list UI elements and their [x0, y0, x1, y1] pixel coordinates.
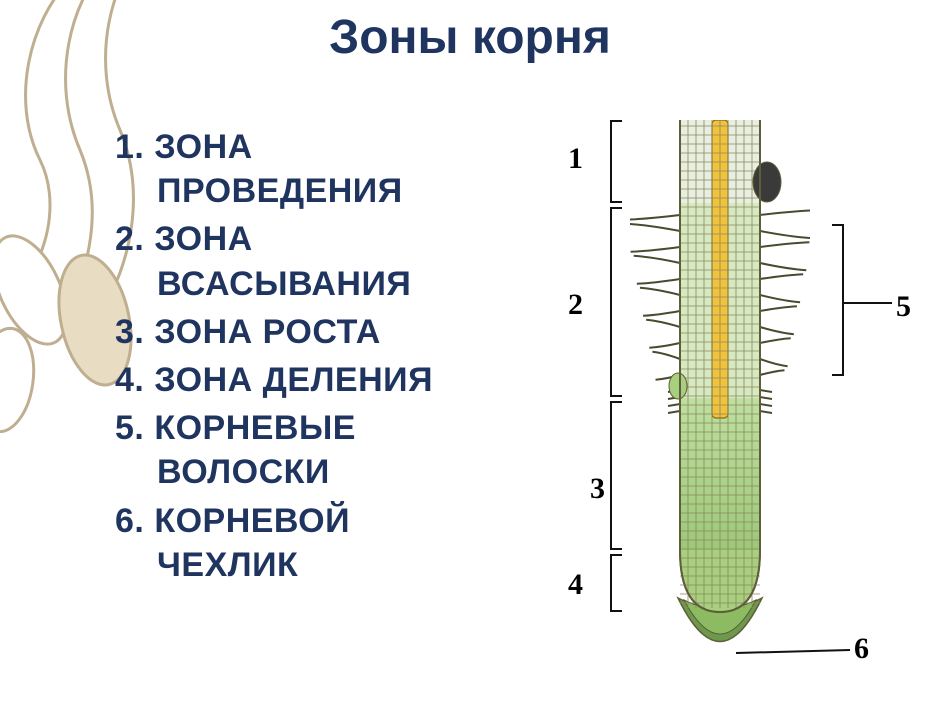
root-figure: 1 2 3 4 5 6: [500, 120, 920, 680]
list-item: Корневой чехлик: [115, 499, 475, 587]
root-diagram: [630, 120, 810, 680]
list-item: Зона всасывания: [115, 217, 475, 305]
list-item: Зона деления: [115, 358, 475, 402]
bracket-2: [610, 207, 622, 397]
zone-list: Зона проведения Зона всасывания Зона рос…: [115, 125, 475, 591]
figure-label-3: 3: [590, 472, 605, 506]
list-item: Зона роста: [115, 310, 475, 354]
page-title: Зоны корня: [0, 10, 940, 65]
bracket-1: [610, 120, 622, 203]
figure-label-5: 5: [896, 290, 911, 324]
figure-label-2: 2: [568, 288, 583, 322]
list-item: Зона проведения: [115, 125, 475, 213]
bracket-5: [832, 224, 844, 376]
figure-label-4: 4: [568, 568, 583, 602]
list-item: Корневые волоски: [115, 406, 475, 494]
figure-label-1: 1: [568, 142, 583, 176]
figure-label-6: 6: [854, 632, 869, 666]
leader-5: [844, 302, 892, 304]
bracket-4: [610, 554, 622, 612]
bracket-3: [610, 401, 622, 550]
